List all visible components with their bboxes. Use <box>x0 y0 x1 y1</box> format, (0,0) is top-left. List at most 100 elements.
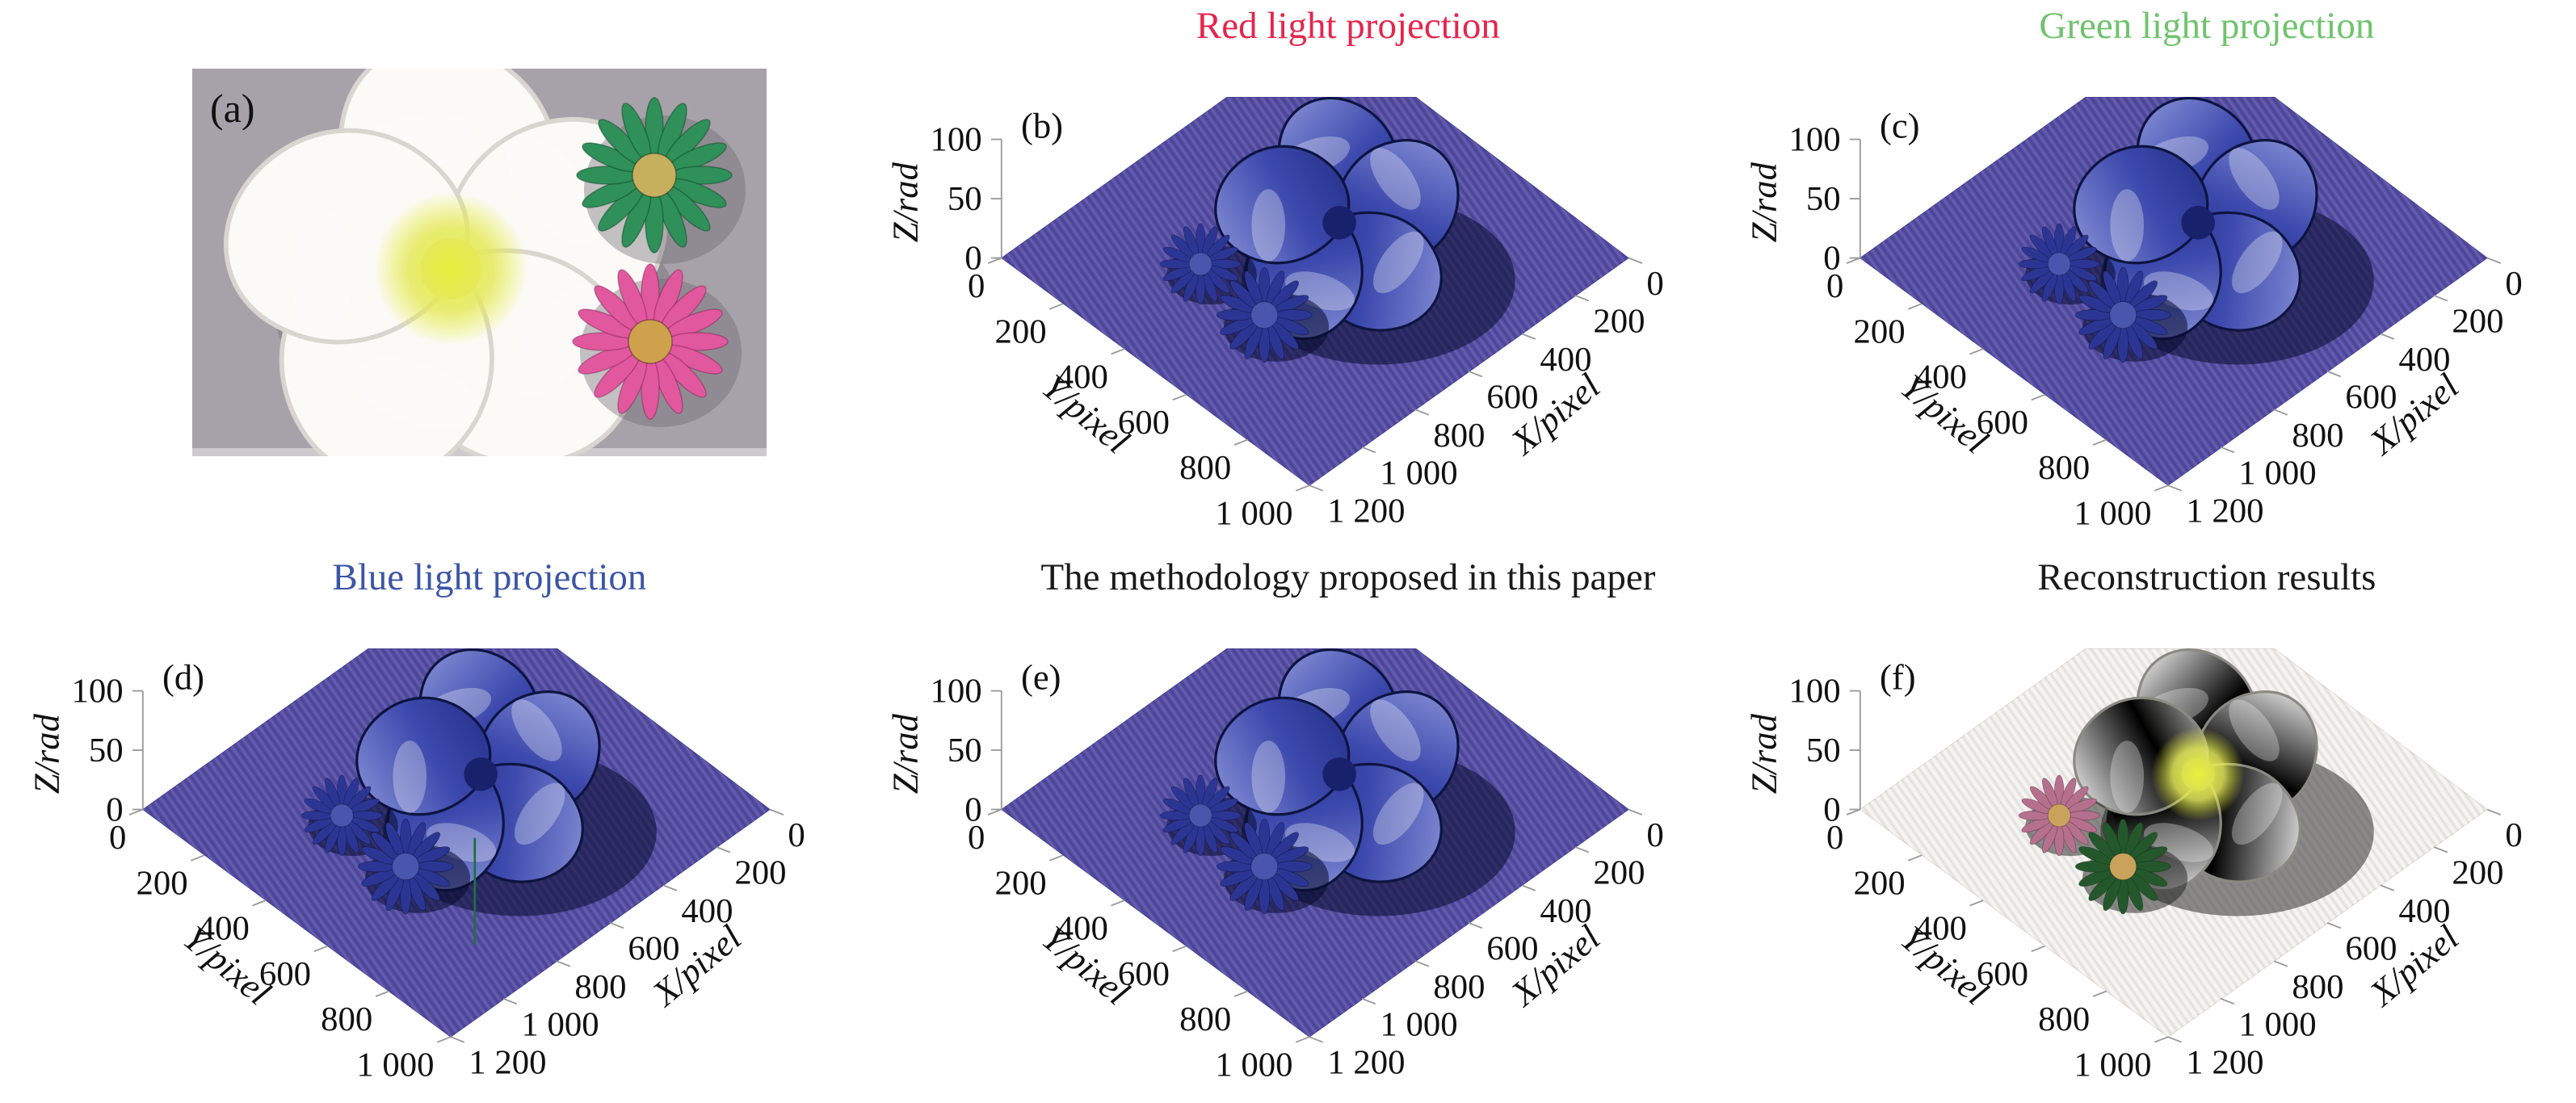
x-tick-label: 1 000 <box>521 1005 599 1043</box>
panel-title: The methodology proposed in this paper <box>1040 556 1656 598</box>
x-tick-label: 1 200 <box>2186 493 2263 531</box>
y-tick-label: 0 <box>968 819 985 857</box>
x-tick-label: 0 <box>2505 816 2522 854</box>
y-tick-label: 200 <box>136 865 187 903</box>
x-tick-label: 1 000 <box>2238 1005 2316 1043</box>
x-ticks <box>1309 257 1643 492</box>
z-tick-label: 50 <box>1806 180 1841 218</box>
panel-e-proposed-method: The methodology proposed in this paper 1… <box>859 552 1717 1103</box>
x-tick-label: 400 <box>681 892 733 930</box>
x-tick-label: 600 <box>2345 378 2397 416</box>
surface-plot: 100 50 0 Z/rad (f) 0 200 400 600 800 1 0… <box>1744 648 2523 1084</box>
x-tick-label: 1 200 <box>2186 1044 2263 1082</box>
y-tick-label: 400 <box>198 909 250 947</box>
z-axis-label: Z/rad <box>885 161 926 242</box>
panel-letter: (e) <box>1021 657 1061 698</box>
x-tick-label: 200 <box>1593 854 1645 892</box>
x-tick-label: 0 <box>1646 265 1663 303</box>
z-tick-label: 100 <box>72 673 124 711</box>
y-tick-label: 800 <box>321 1000 372 1038</box>
y-tick-label: 400 <box>1057 909 1108 947</box>
z-tick-label: 50 <box>1806 732 1841 770</box>
panel-b-red-projection: Red light projection 100 50 0 Z/rad (b) … <box>859 0 1717 552</box>
panel-title: Blue light projection <box>332 556 647 598</box>
x-tick-label: 200 <box>2452 854 2503 892</box>
z-axis-label: Z/rad <box>27 713 67 794</box>
y-tick-label: 200 <box>994 313 1046 351</box>
panel-letter: (a) <box>210 86 255 131</box>
z-tick-label: 0 <box>1823 791 1840 828</box>
z-tick-label: 0 <box>1823 239 1840 277</box>
y-tick-label: 600 <box>1118 955 1170 993</box>
z-tick-label: 100 <box>931 121 982 159</box>
x-tick-label: 0 <box>2505 265 2522 303</box>
green-daisy-photo <box>576 97 733 254</box>
y-ticks <box>987 808 1310 1043</box>
panel-letter: (b) <box>1021 106 1063 146</box>
y-tick-label: 800 <box>1179 1000 1231 1038</box>
x-tick-label: 600 <box>2345 929 2397 967</box>
y-tick-label: 800 <box>2038 449 2090 487</box>
z-tick-label: 0 <box>964 791 981 828</box>
panel-title: Green light projection <box>2039 5 2375 47</box>
daisy2-relief <box>1216 266 1313 363</box>
x-tick-label: 0 <box>1646 816 1663 854</box>
plumeria-photo-yellow-center <box>374 192 527 346</box>
y-tick-label: 400 <box>1915 358 1967 396</box>
panel-title: Reconstruction results <box>2037 556 2376 598</box>
z-tick-label: 50 <box>89 732 124 770</box>
y-ticks <box>1846 257 2169 492</box>
daisy2-relief <box>2074 818 2171 915</box>
surface-plot: 100 50 0 Z/rad (e) 0 200 400 600 800 1 0… <box>885 648 1664 1084</box>
z-tick-label: 0 <box>106 791 123 828</box>
y-tick-label: 1 000 <box>356 1046 434 1084</box>
x-tick-label: 400 <box>1540 892 1591 930</box>
daisy2-relief <box>357 818 454 915</box>
x-tick-label: 400 <box>1540 341 1591 379</box>
y-tick-label: 1 000 <box>1215 1046 1292 1084</box>
z-axis-label: Z/rad <box>1744 161 1784 242</box>
surface-plot: 100 50 0 Z/rad (b) 0 200 400 600 800 1 0… <box>885 96 1664 533</box>
x-tick-label: 600 <box>628 929 679 967</box>
y-tick-label: 600 <box>259 955 311 993</box>
daisy1-relief <box>2018 774 2100 857</box>
photo-canvas: (a) <box>192 69 767 456</box>
y-tick-label: 200 <box>994 865 1046 903</box>
z-tick-label: 50 <box>948 180 982 218</box>
y-tick-label: 0 <box>1826 267 1843 305</box>
y-ticks <box>1846 808 2169 1043</box>
plumeria-yellow-center <box>2151 728 2245 821</box>
x-ticks <box>2167 257 2502 492</box>
pink-daisy-photo <box>572 263 729 420</box>
x-tick-label: 400 <box>2398 892 2450 930</box>
y-tick-label: 600 <box>1977 404 2028 442</box>
daisy2-relief <box>2074 266 2171 363</box>
y-ticks <box>128 808 452 1043</box>
x-tick-label: 1 000 <box>1380 454 1457 492</box>
z-tick-label: 100 <box>1789 121 1841 159</box>
y-tick-label: 800 <box>1179 449 1231 487</box>
panel-title: Red light projection <box>1196 5 1500 47</box>
daisy2-relief <box>1216 818 1313 915</box>
object-photograph: (a) <box>192 69 767 456</box>
panel-letter: (c) <box>1880 106 1920 146</box>
y-tick-label: 200 <box>1853 313 1905 351</box>
y-tick-label: 1 000 <box>2074 495 2151 533</box>
daisy1-relief <box>300 774 383 857</box>
y-tick-label: 1 000 <box>1215 495 1292 533</box>
x-tick-label: 800 <box>1433 968 1485 1006</box>
panel-f-reconstruction: Reconstruction results 100 50 0 Z/rad (f… <box>1717 552 2576 1103</box>
x-tick-label: 1 200 <box>1327 493 1405 531</box>
panel-d-blue-projection: Blue light projection 100 50 0 Z/rad (d)… <box>0 552 859 1103</box>
x-tick-label: 1 200 <box>469 1044 546 1082</box>
y-tick-label: 400 <box>1915 909 1967 947</box>
z-tick-label: 100 <box>1789 673 1841 711</box>
x-tick-label: 1 000 <box>1380 1005 1457 1043</box>
x-tick-label: 600 <box>1486 378 1538 416</box>
z-axis-label: Z/rad <box>1744 713 1784 794</box>
panel-letter: (f) <box>1880 657 1916 698</box>
x-tick-label: 0 <box>788 816 805 854</box>
x-tick-label: 800 <box>1433 417 1485 455</box>
x-tick-label: 1 000 <box>2238 454 2316 492</box>
